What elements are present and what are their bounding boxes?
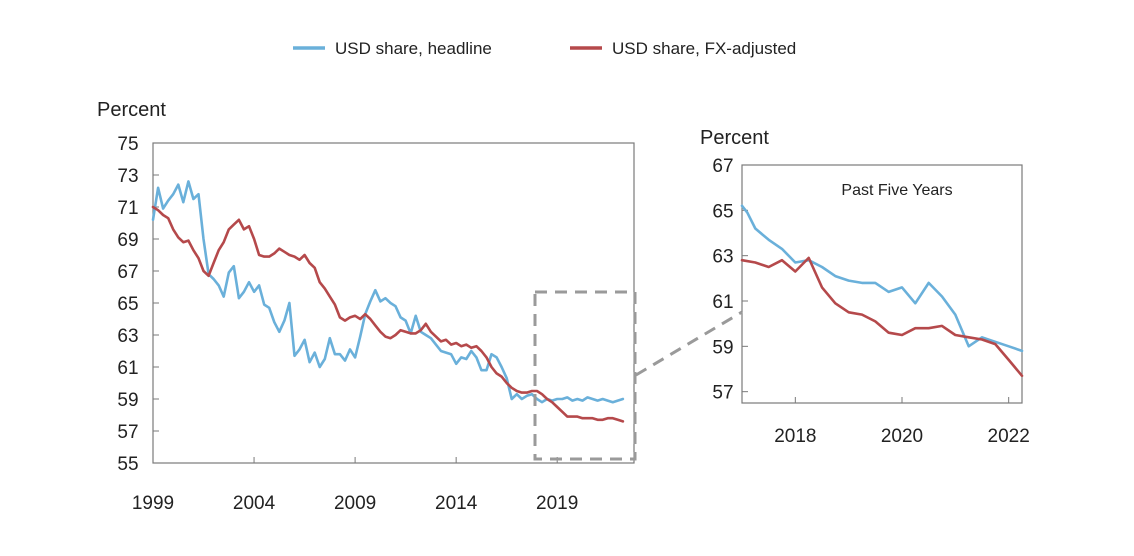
main-y-tick-label: 75 <box>117 134 138 155</box>
inset-x-tick-label: 2018 <box>774 426 816 447</box>
legend-label-2: USD share, FX-adjusted <box>612 39 796 58</box>
main-series-line-headline <box>151 180 625 404</box>
main-series-line-fx-adjusted <box>151 205 625 423</box>
inset-y-tick-label: 57 <box>712 383 733 404</box>
main-chart: Percent 55 57 59 61 63 65 67 69 71 73 75 1999 2004 200… <box>97 99 635 514</box>
main-x-tick-label: 2009 <box>334 493 376 514</box>
main-y-tick-label: 63 <box>117 326 138 347</box>
main-y-tick-label: 71 <box>117 198 138 219</box>
inset-plot-frame <box>741 164 1023 404</box>
inset-y-tick-label: 63 <box>712 247 733 268</box>
inset-y-tick-label: 67 <box>712 156 733 177</box>
main-x-tick-label: 1999 <box>132 493 174 514</box>
inset-chart: Percent 57 59 61 63 65 67 2018 2020 2022 Past Five… <box>700 127 1030 447</box>
inset-title: Past Five Years <box>841 182 952 199</box>
zoom-highlight-box <box>533 290 637 461</box>
inset-y-tick-label: 61 <box>712 292 733 313</box>
main-x-tick-label: 2004 <box>233 493 276 514</box>
main-plot-frame <box>152 142 635 464</box>
main-y-tick-label: 59 <box>117 390 138 411</box>
main-y-tick-label: 57 <box>117 422 138 443</box>
inset-y-tick-label: 65 <box>712 201 733 222</box>
main-y-tick-label: 69 <box>117 230 138 251</box>
inset-x-tick-label: 2020 <box>881 426 923 447</box>
legend-label-1: USD share, headline <box>335 39 492 58</box>
main-y-axis-label: Percent <box>97 99 166 121</box>
main-x-tick-label: 2014 <box>435 493 478 514</box>
main-y-tick-label: 55 <box>117 454 138 475</box>
main-y-tick-label: 73 <box>117 166 138 187</box>
inset-y-axis-label: Percent <box>700 127 769 149</box>
inset-x-tick-label: 2022 <box>988 426 1030 447</box>
main-y-tick-label: 61 <box>117 358 138 379</box>
main-y-tick-label: 65 <box>117 294 138 315</box>
inset-series-line-fx-adjusted <box>740 256 1024 378</box>
zoom-connector-line <box>635 310 743 377</box>
inset-y-tick-label: 59 <box>712 337 733 358</box>
inset-series-line-headline <box>740 204 1024 353</box>
main-x-tick-label: 2019 <box>536 493 578 514</box>
main-y-tick-label: 67 <box>117 262 138 283</box>
